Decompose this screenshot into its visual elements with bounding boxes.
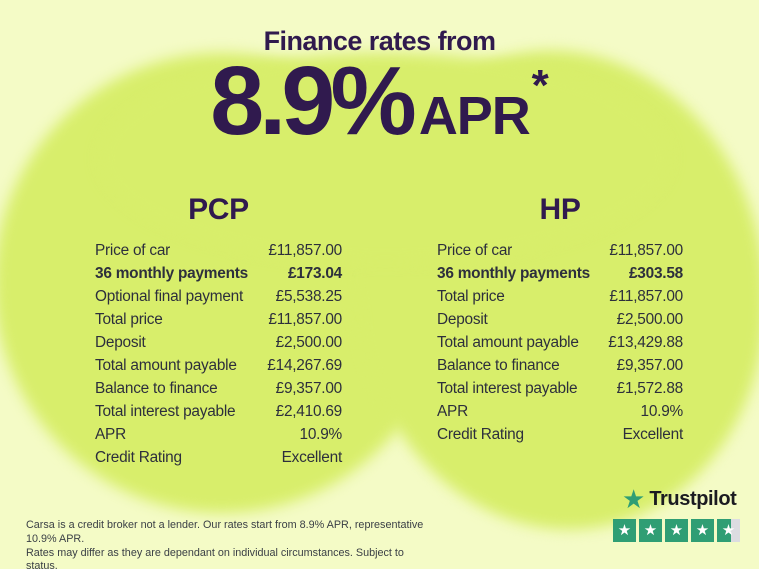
banner-title: Finance rates from	[263, 26, 496, 56]
table-rows: Price of car £11,857.00 36 monthly payment…	[95, 239, 342, 469]
table-row: Total price £11,857.00	[437, 285, 683, 308]
table-row: 36 monthly payments £173.04	[95, 262, 342, 285]
table-row: 36 monthly payments £303.58	[437, 262, 683, 285]
table-row: Total price £11,857.00	[95, 308, 342, 331]
row-label: Deposit	[437, 310, 488, 328]
row-value: £173.04	[287, 264, 342, 282]
row-value: £9,357.00	[275, 379, 343, 397]
row-label: Total amount payable	[437, 333, 579, 351]
row-label: Optional final payment	[95, 287, 244, 305]
table-row: Price of car £11,857.00	[95, 239, 342, 262]
table-row: Credit Rating Excellent	[437, 423, 683, 446]
row-value: £303.58	[628, 264, 683, 282]
rating-star-full: ★	[639, 519, 662, 542]
row-value: 10.9%	[640, 402, 684, 420]
row-label: Total interest payable	[95, 402, 236, 420]
table-row: APR 10.9%	[95, 423, 342, 446]
table-row: Total amount payable £13,429.88	[437, 331, 683, 354]
row-value: £2,500.00	[275, 333, 343, 351]
row-label: Deposit	[95, 333, 146, 351]
row-label: 36 monthly payments	[437, 264, 590, 282]
trustpilot-widget: ★ Trustpilot ★ ★ ★ ★ ★	[613, 486, 745, 542]
row-label: Credit Rating	[437, 425, 524, 443]
table-row: Deposit £2,500.00	[437, 308, 683, 331]
row-value: £11,857.00	[609, 287, 683, 305]
trustpilot-wordmark: Trustpilot	[649, 487, 737, 510]
table-row: Total interest payable £1,572.88	[437, 377, 683, 400]
row-value: £9,357.00	[616, 356, 684, 374]
row-value: £11,857.00	[609, 241, 683, 259]
trustpilot-star-icon: ★	[622, 484, 646, 514]
table-rows: Price of car £11,857.00 36 monthly payment…	[437, 239, 683, 446]
trustpilot-logo: ★ Trustpilot	[622, 486, 745, 512]
table-row: Balance to finance £9,357.00	[95, 377, 342, 400]
table-row: Balance to finance £9,357.00	[437, 354, 683, 377]
legal-disclaimer: Carsa is a credit broker not a lender. O…	[26, 519, 426, 569]
table-title: HP	[539, 193, 581, 226]
row-label: Credit Rating	[95, 448, 182, 466]
disclaimer-line-2: Rates may differ as they are dependant o…	[26, 546, 404, 569]
row-value: £2,410.69	[275, 402, 343, 420]
row-value: £11,857.00	[268, 310, 342, 328]
row-label: Total amount payable	[95, 356, 237, 374]
row-label: APR	[437, 402, 468, 420]
row-value: £13,429.88	[608, 333, 683, 351]
row-label: Total interest payable	[437, 379, 578, 397]
row-value: Excellent	[281, 448, 343, 466]
table-row: Credit Rating Excellent	[95, 446, 342, 469]
table-row: Total interest payable £2,410.69	[95, 400, 342, 423]
background-blob-bridge	[100, 53, 670, 263]
row-label: Balance to finance	[95, 379, 218, 397]
row-label: Balance to finance	[437, 356, 560, 374]
rating-star-full: ★	[691, 519, 714, 542]
table-row: Total amount payable £14,267.69	[95, 354, 342, 377]
table-row: APR 10.9%	[437, 400, 683, 423]
row-label: APR	[95, 425, 126, 443]
row-label: 36 monthly payments	[95, 264, 248, 282]
table-title: PCP	[188, 193, 249, 226]
row-value: £2,500.00	[616, 310, 684, 328]
rating-star-full: ★	[613, 519, 636, 542]
row-value: 10.9%	[299, 425, 343, 443]
row-label: Price of car	[437, 241, 513, 259]
headline-rate: 8.9% APR *	[0, 46, 759, 155]
rate-unit: APR	[418, 86, 531, 146]
pcp-table: PCP Price of car £11,857.00 36 monthly pay…	[95, 193, 342, 469]
table-row: Deposit £2,500.00	[95, 331, 342, 354]
row-value: £11,857.00	[268, 241, 342, 259]
row-label: Total price	[437, 287, 505, 305]
rate-value: 8.9%	[210, 46, 417, 155]
footnote-asterisk: *	[531, 61, 549, 110]
row-value: £1,572.88	[616, 379, 684, 397]
row-value: £5,538.25	[275, 287, 343, 305]
table-row: Price of car £11,857.00	[437, 239, 683, 262]
rating-star-full: ★	[665, 519, 688, 542]
disclaimer-line-1: Carsa is a credit broker not a lender. O…	[26, 519, 424, 545]
rating-star-partial: ★	[717, 519, 740, 542]
trustpilot-rating-stars: ★ ★ ★ ★ ★	[613, 519, 745, 542]
row-label: Price of car	[95, 241, 171, 259]
row-value: Excellent	[622, 425, 684, 443]
hp-table: HP Price of car £11,857.00 36 monthly paym…	[437, 193, 683, 446]
row-value: £14,267.69	[267, 356, 342, 374]
row-label: Total price	[95, 310, 163, 328]
table-row: Optional final payment £5,538.25	[95, 285, 342, 308]
